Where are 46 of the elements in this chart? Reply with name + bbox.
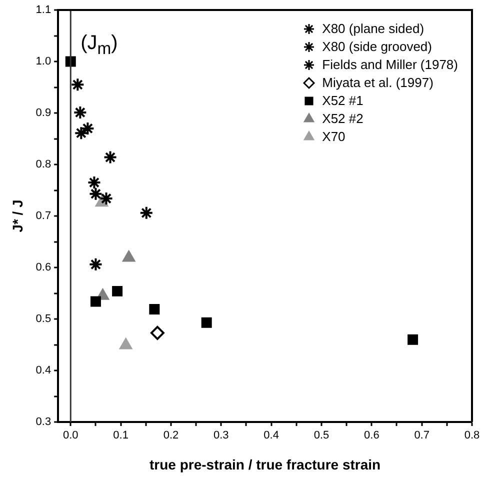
y-tick-label: 1.0: [36, 56, 52, 68]
x-tick-label: 0.8: [464, 430, 480, 442]
point: [150, 326, 164, 340]
y-tick-label: 1.1: [36, 4, 52, 16]
x-tick-label: 0.5: [314, 430, 330, 442]
x-tick-label: 0.4: [264, 430, 279, 442]
point: [90, 296, 101, 307]
point: [99, 191, 114, 206]
y-tick-label: 0.4: [36, 364, 52, 377]
x-tick-label: 0.1: [113, 430, 128, 442]
point: [88, 186, 103, 201]
point: [74, 126, 88, 140]
x-tick-label: 0.2: [163, 430, 179, 442]
legend-label: X80 (plane sided): [322, 20, 424, 38]
x-tick-label: 0.7: [414, 430, 430, 442]
point: [149, 304, 160, 314]
point: [73, 105, 88, 120]
y-tick-label: 0.7: [36, 210, 52, 222]
y-axis-title: J* / J: [9, 200, 26, 232]
point: [87, 176, 102, 190]
point: [201, 317, 212, 328]
point: [88, 257, 103, 272]
legend-label: X52 #1: [322, 92, 364, 110]
point: [112, 286, 123, 296]
x-axis-title: true pre-strain / true fracture strain: [150, 456, 381, 472]
legend-label: X52 #2: [322, 110, 364, 128]
annotation: (J$_{m}$): [80, 32, 118, 58]
point: [103, 150, 118, 164]
y-tick-label: 0.5: [36, 313, 52, 326]
x-tick-label: 0.3: [214, 430, 229, 442]
point: [80, 121, 95, 136]
legend-label: Miyata et al. (1997): [322, 74, 434, 92]
point: [408, 334, 418, 345]
x-tick-label: 0.0: [62, 430, 78, 442]
point: [139, 206, 154, 220]
legend-label: X80 (side grooved): [322, 38, 432, 56]
legend-label: Fields and Miller (1978): [322, 56, 458, 74]
y-tick-label: 0.9: [36, 107, 52, 120]
legend-label: X70: [322, 128, 346, 146]
y-tick-label: 0.3: [36, 416, 52, 428]
point: [122, 250, 136, 262]
point: [70, 78, 85, 92]
y-tick-label: 0.8: [36, 158, 52, 171]
x-tick-label: 0.6: [364, 430, 380, 442]
point: [120, 338, 132, 350]
y-tick-label: 0.6: [36, 262, 52, 274]
